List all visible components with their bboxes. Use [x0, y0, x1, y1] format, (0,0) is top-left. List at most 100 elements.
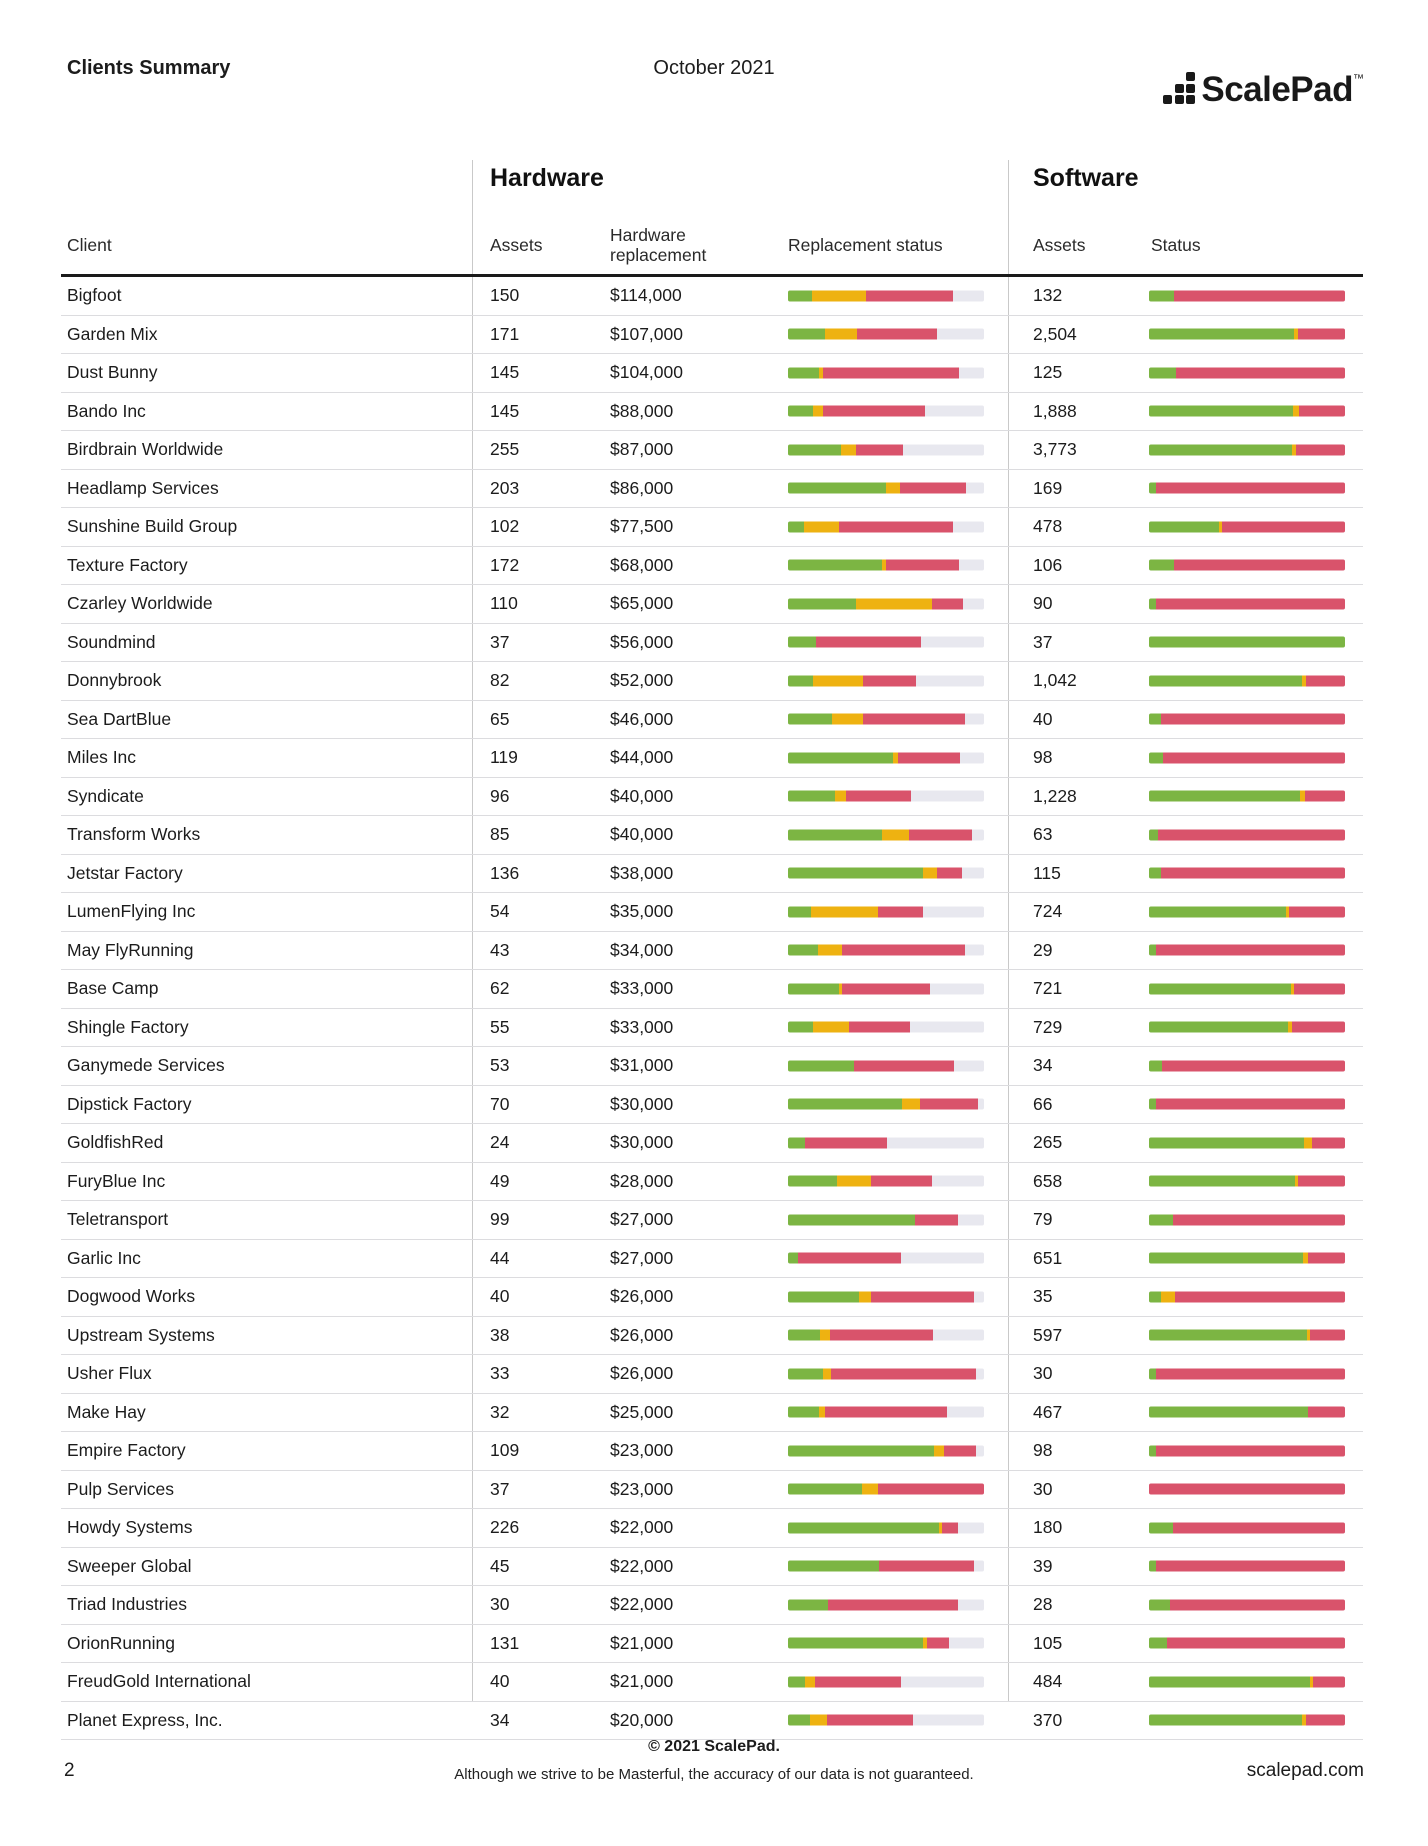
software-status-bar-segment-red: [1155, 1445, 1345, 1457]
hardware-status-bar-segment-red: [897, 752, 961, 764]
hardware-status-bar-segment-red: [899, 482, 967, 494]
table-row: Syndicate 96 $40,000 1,228: [61, 778, 1363, 816]
hardware-status-bar-segment-red: [827, 1714, 914, 1726]
table-row: Sweeper Global 45 $22,000 39: [61, 1548, 1363, 1586]
software-status-bar: [1149, 675, 1345, 687]
software-assets-value: 370: [1033, 1709, 1063, 1730]
software-status-bar: [1149, 1368, 1345, 1380]
client-name: Base Camp: [67, 978, 159, 998]
table-row: Triad Industries 30 $22,000 28: [61, 1586, 1363, 1625]
software-status-bar-segment-yellow: [1218, 521, 1223, 533]
software-status-bar-segment-green: [1149, 559, 1174, 571]
software-status-bar-segment-red: [1155, 482, 1345, 494]
software-assets-value: 180: [1033, 1517, 1063, 1537]
table-row: Planet Express, Inc. 34 $20,000 370: [61, 1702, 1363, 1740]
hardware-assets-value: 70: [490, 1093, 510, 1114]
table-row: GoldfishRed 24 $30,000 265: [61, 1124, 1363, 1163]
hardware-replacement-value: $35,000: [610, 901, 674, 921]
software-status-bar: [1149, 1098, 1345, 1110]
hardware-assets-value: 37: [490, 631, 510, 652]
hardware-status-bar-segment-yellow: [820, 1329, 831, 1341]
hardware-status-bar-segment-green: [788, 944, 819, 956]
hardware-status-bar-segment-yellow: [812, 1021, 849, 1033]
hardware-assets-value: 62: [490, 978, 510, 998]
column-header-client: Client: [67, 235, 112, 255]
hardware-replacement-value: $30,000: [610, 1093, 674, 1114]
hardware-assets-value: 30: [490, 1594, 510, 1614]
client-name: Garden Mix: [67, 323, 158, 344]
hardware-replacement-value: $52,000: [610, 670, 674, 690]
hardware-assets-value: 255: [490, 439, 520, 459]
software-status-bar: [1149, 1599, 1345, 1611]
hardware-status-bar-segment-red: [879, 1560, 975, 1572]
hardware-status-bar: [788, 1021, 984, 1033]
hardware-status-bar-segment-red: [908, 829, 973, 841]
software-status-bar-segment-green: [1149, 636, 1345, 648]
table-row: Sunshine Build Group 102 $77,500 478: [61, 508, 1363, 547]
software-status-bar: [1149, 367, 1345, 379]
footer-website-link[interactable]: scalepad.com: [1246, 1760, 1364, 1781]
hardware-status-bar-segment-yellow: [819, 367, 824, 379]
hardware-status-bar-segment-red: [815, 1676, 901, 1688]
hardware-replacement-value: $46,000: [610, 708, 674, 729]
hardware-status-bar-segment-yellow: [835, 790, 846, 802]
software-assets-value: 79: [1033, 1209, 1053, 1229]
hardware-status-bar-segment-green: [788, 521, 804, 533]
hardware-status-bar-segment-green: [788, 829, 883, 841]
hardware-status-bar: [788, 752, 984, 764]
report-date: October 2021: [653, 57, 775, 79]
hardware-status-bar-segment-red: [823, 367, 959, 379]
software-status-bar-segment-green: [1149, 482, 1156, 494]
software-status-bar-segment-green: [1149, 1406, 1308, 1418]
hardware-status-bar: [788, 906, 984, 918]
hardware-replacement-value: $86,000: [610, 477, 674, 498]
hardware-status-bar-segment-red: [831, 1368, 977, 1380]
hardware-replacement-value: $65,000: [610, 593, 674, 613]
software-status-bar: [1149, 1676, 1345, 1688]
hardware-status-bar-segment-green: [788, 1560, 880, 1572]
software-assets-value: 63: [1033, 824, 1053, 844]
hardware-status-bar-segment-green: [788, 1329, 821, 1341]
hardware-status-bar: [788, 1483, 984, 1495]
software-status-bar-segment-green: [1149, 1599, 1170, 1611]
table-row: OrionRunning 131 $21,000 105: [61, 1625, 1363, 1663]
hardware-status-bar-segment-green: [788, 1483, 862, 1495]
client-name: Jetstar Factory: [67, 862, 183, 883]
software-assets-value: 3,773: [1033, 439, 1077, 459]
software-status-bar-segment-yellow: [1286, 906, 1290, 918]
hardware-status-bar-segment-red: [804, 1137, 887, 1149]
client-name: Syndicate: [67, 785, 144, 806]
hardware-replacement-value: $33,000: [610, 1016, 674, 1037]
hardware-status-bar-segment-red: [943, 1445, 977, 1457]
software-status-bar-segment-red: [1304, 790, 1345, 802]
hardware-status-bar-segment-red: [863, 713, 966, 725]
table-row: Howdy Systems 226 $22,000 180: [61, 1509, 1363, 1548]
client-name: Ganymede Services: [67, 1055, 225, 1075]
client-name: May FlyRunning: [67, 939, 194, 960]
software-status-bar-segment-yellow: [1306, 1329, 1310, 1341]
client-name: Howdy Systems: [67, 1517, 193, 1537]
hardware-status-bar: [788, 829, 984, 841]
software-status-bar-segment-green: [1149, 1445, 1156, 1457]
software-assets-value: 1,888: [1033, 400, 1077, 421]
client-name: Garlic Inc: [67, 1247, 141, 1268]
hardware-status-bar-segment-yellow: [882, 829, 909, 841]
section-header-software: Software: [1033, 164, 1139, 192]
client-name: Upstream Systems: [67, 1324, 215, 1345]
software-status-bar-segment-red: [1160, 867, 1345, 879]
table-row: Upstream Systems 38 $26,000 597: [61, 1317, 1363, 1355]
hardware-status-bar: [788, 598, 984, 610]
software-assets-value: 132: [1033, 285, 1063, 305]
software-assets-value: 28: [1033, 1594, 1053, 1614]
software-status-bar-segment-green: [1149, 328, 1295, 340]
footer-disclaimer: Although we strive to be Masterful, the …: [454, 1766, 974, 1783]
hardware-status-bar-segment-green: [788, 482, 886, 494]
client-name: Triad Industries: [67, 1594, 187, 1614]
hardware-status-bar-segment-yellow: [837, 1175, 872, 1187]
column-header-software-assets: Assets: [1033, 235, 1086, 255]
hardware-status-bar-segment-red: [816, 636, 922, 648]
hardware-assets-value: 226: [490, 1517, 520, 1537]
column-header-replacement-status: Replacement status: [788, 235, 943, 255]
hardware-replacement-value: $21,000: [610, 1632, 674, 1653]
hardware-status-bar-segment-yellow: [809, 1714, 828, 1726]
